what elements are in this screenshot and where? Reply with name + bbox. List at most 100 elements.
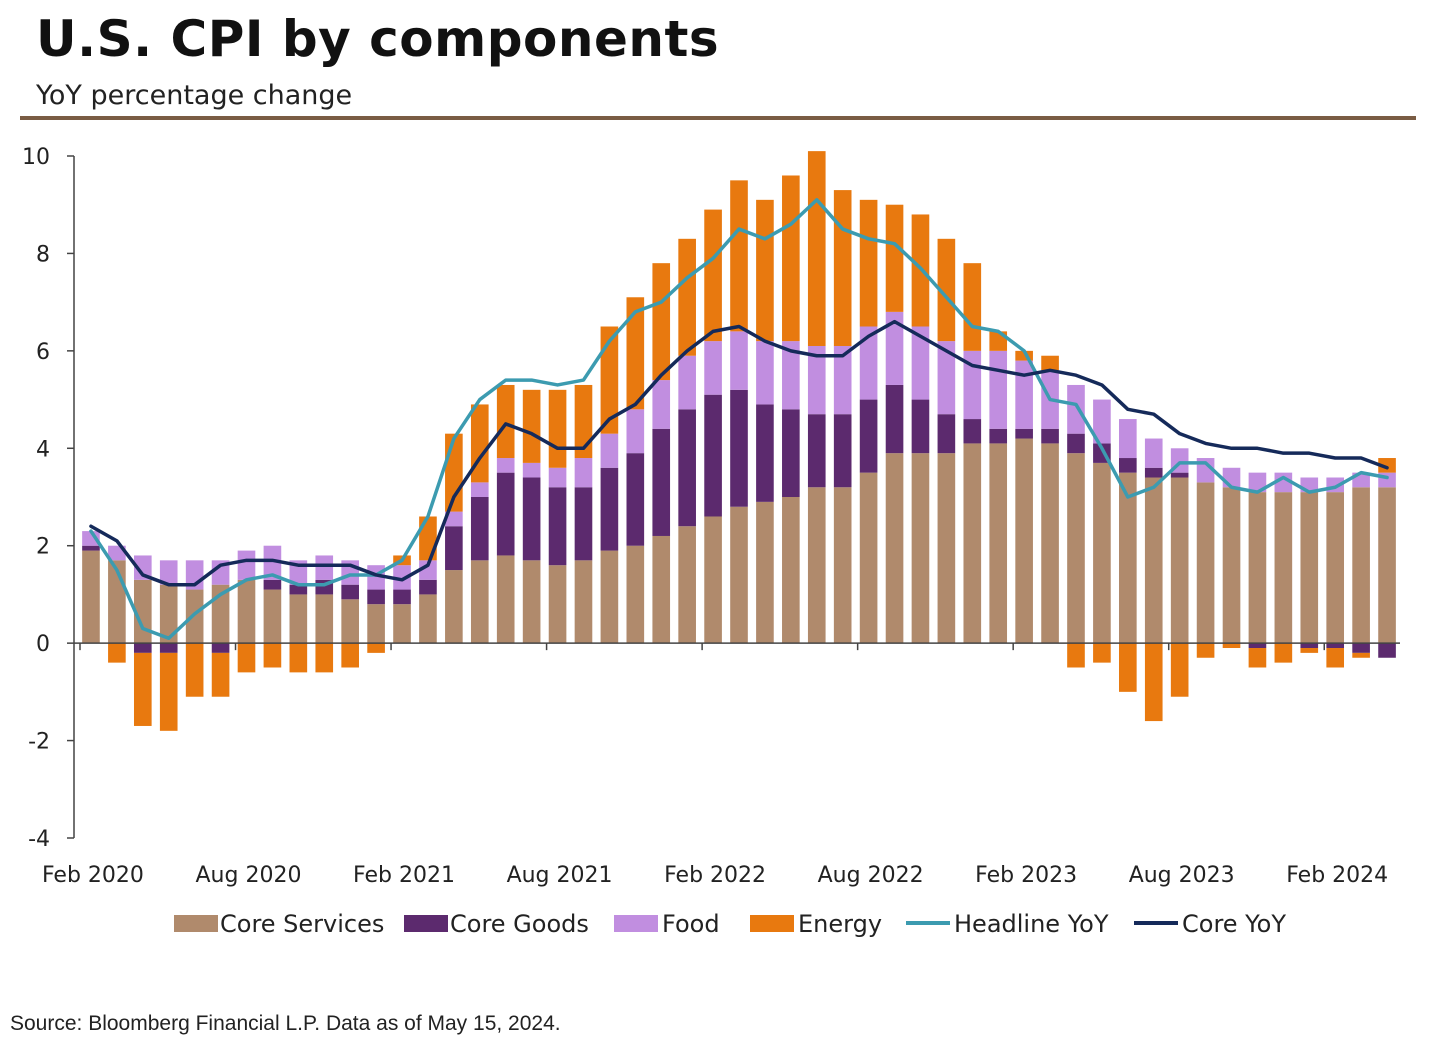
bar-food-2021-08 — [548, 467, 567, 488]
bar-core-services-2020-11 — [315, 594, 334, 644]
bar-food-2023-10 — [1222, 467, 1241, 488]
bar-core-goods-2022-08 — [859, 399, 878, 473]
bar-energy-2024-04 — [1378, 458, 1396, 473]
bar-energy-2022-04 — [756, 199, 774, 342]
bar-food-2021-11 — [626, 409, 645, 454]
source-note: Source: Bloomberg Financial L.P. Data as… — [10, 1012, 561, 1035]
bar-core-services-2023-12 — [1274, 492, 1293, 644]
bar-food-2020-09 — [263, 545, 282, 580]
bar-food-2022-09 — [885, 311, 904, 385]
bar-energy-2020-12 — [341, 643, 359, 668]
y-tick-label: 2 — [36, 535, 50, 560]
bar-energy-2021-07 — [522, 389, 541, 463]
bar-core-goods-2020-02 — [82, 545, 100, 551]
bar-food-2023-05 — [1093, 399, 1111, 444]
bar-core-goods-2024-03 — [1352, 643, 1370, 653]
bar-energy-2022-11 — [937, 238, 956, 342]
bar-food-2022-05 — [782, 341, 800, 410]
bar-core-services-2020-12 — [341, 599, 359, 644]
bar-core-services-2021-02 — [393, 604, 411, 644]
bar-food-2021-12 — [652, 380, 671, 429]
bar-core-services-2023-08 — [1170, 477, 1189, 644]
bar-core-services-2021-04 — [445, 570, 463, 644]
bar-core-goods-2022-09 — [885, 384, 904, 454]
bar-core-goods-2021-01 — [367, 589, 385, 605]
bar-energy-2022-09 — [885, 204, 904, 312]
bar-core-goods-2021-02 — [393, 589, 411, 605]
bar-core-services-2020-10 — [289, 594, 308, 644]
bar-core-services-2021-03 — [419, 594, 437, 644]
y-tick-label: 10 — [22, 145, 50, 170]
bar-core-goods-2024-04 — [1378, 643, 1396, 658]
cpi-chart: -4 -2 0 2 4 6 8 10 Feb 2020 Aug 2020 Feb 2021 Aug 2… — [22, 145, 1400, 938]
bar-core-services-2022-08 — [859, 472, 878, 644]
bar-food-2023-12 — [1274, 472, 1293, 493]
legend-label-core: Core YoY — [1182, 910, 1286, 938]
bar-food-2020-11 — [315, 555, 334, 580]
bar-core-services-2022-02 — [704, 516, 722, 644]
bar-energy-2021-10 — [600, 326, 619, 434]
x-tick-label: Feb 2020 — [42, 863, 144, 888]
bar-core-services-2023-07 — [1144, 477, 1163, 644]
bar-core-goods-2023-08 — [1170, 472, 1189, 478]
bar-energy-2024-03 — [1352, 652, 1370, 658]
bar-core-services-2023-05 — [1093, 462, 1111, 644]
bar-energy-2023-09 — [1196, 643, 1215, 658]
bar-energy-2023-03 — [1041, 355, 1059, 371]
bar-core-services-2023-10 — [1222, 487, 1241, 644]
bar-core-goods-2022-03 — [730, 389, 748, 507]
bar-food-2021-10 — [600, 433, 619, 468]
bar-core-services-2024-02 — [1326, 492, 1345, 644]
bar-core-services-2022-03 — [730, 506, 748, 644]
x-tick-label: Aug 2020 — [196, 863, 302, 888]
y-tick-label: -2 — [28, 730, 50, 755]
bar-food-2020-04 — [133, 555, 152, 580]
bar-energy-2020-08 — [237, 643, 256, 673]
bar-core-services-2022-10 — [911, 453, 930, 644]
bar-energy-2023-11 — [1248, 648, 1267, 668]
bar-core-goods-2022-11 — [937, 414, 956, 454]
bar-core-goods-2020-04 — [133, 643, 152, 653]
bar-energy-2022-07 — [833, 190, 852, 346]
bar-energy-2024-01 — [1300, 648, 1319, 653]
bar-core-services-2021-11 — [626, 545, 645, 644]
bar-core-services-2023-11 — [1248, 492, 1267, 644]
bar-food-2021-07 — [522, 462, 541, 478]
bar-core-services-2024-04 — [1378, 487, 1396, 644]
bar-core-services-2021-07 — [522, 560, 541, 644]
y-tick-label: 6 — [36, 340, 50, 365]
bar-core-services-2023-01 — [989, 443, 1008, 644]
bar-energy-2021-12 — [652, 263, 671, 381]
legend-swatch-core-goods — [404, 915, 448, 932]
bar-core-goods-2022-07 — [833, 414, 852, 488]
bar-energy-2022-01 — [678, 238, 696, 356]
legend-swatch-core-services — [174, 915, 218, 932]
bar-core-goods-2020-12 — [341, 584, 359, 600]
page-title: U.S. CPI by components — [36, 10, 720, 68]
legend-label-energy: Energy — [798, 910, 882, 938]
bar-food-2022-03 — [730, 331, 748, 390]
bar-energy-2020-06 — [185, 643, 204, 697]
bar-core-services-2021-06 — [496, 555, 515, 644]
bar-energy-2024-02 — [1326, 648, 1345, 668]
bar-energy-2020-05 — [159, 652, 178, 731]
bar-core-goods-2023-07 — [1144, 467, 1163, 478]
page-subtitle: YoY percentage change — [36, 80, 353, 111]
bar-core-services-2021-12 — [652, 535, 671, 644]
bar-core-goods-2023-01 — [989, 428, 1008, 444]
axes-layer: -4 -2 0 2 4 6 8 10 Feb 2020 Aug 2020 Feb 2021 Aug 2… — [22, 145, 1400, 888]
bar-core-goods-2021-12 — [652, 428, 671, 536]
bar-core-services-2023-09 — [1196, 482, 1215, 644]
bar-core-services-2023-06 — [1119, 472, 1137, 644]
bar-food-2023-04 — [1067, 384, 1085, 434]
bar-food-2021-03 — [419, 560, 437, 580]
bar-energy-2021-01 — [367, 643, 385, 653]
legend: Core Services Core Goods Food Energy Headlin… — [174, 910, 1286, 938]
bar-food-2020-05 — [159, 560, 178, 585]
x-tick-label: Feb 2023 — [975, 863, 1077, 888]
lines-layer — [89, 198, 1389, 641]
bar-core-services-2022-09 — [885, 453, 904, 644]
bar-core-services-2024-01 — [1300, 492, 1319, 644]
y-tick-label: 8 — [36, 242, 50, 267]
bar-food-2022-01 — [678, 355, 696, 410]
